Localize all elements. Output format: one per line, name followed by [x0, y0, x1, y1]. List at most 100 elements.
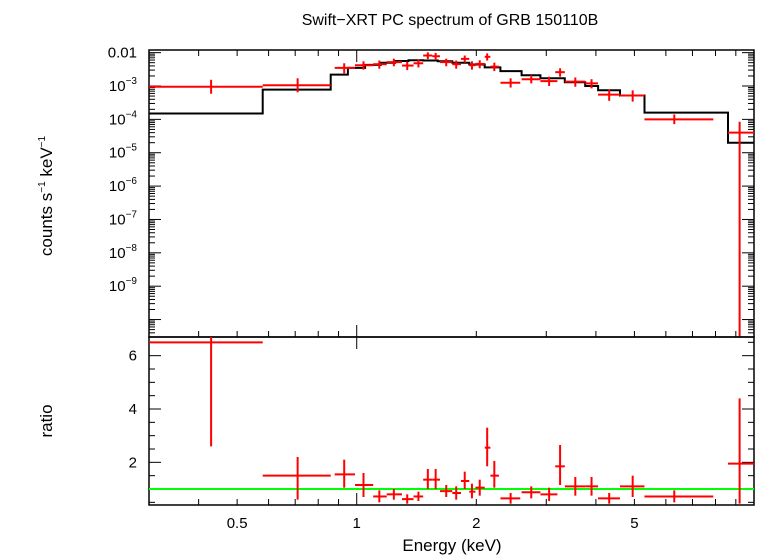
model-step-curve [149, 59, 754, 144]
top-data-points [149, 52, 754, 337]
top-y-tick-label-base: 10 [109, 78, 126, 95]
x-tick-label: 5 [630, 515, 638, 532]
ratio-point [439, 485, 453, 497]
top-y-tick-label: 10−7 [109, 209, 138, 228]
ratio-point [432, 469, 440, 489]
bottom-data-points [149, 337, 754, 504]
ratio-point [500, 493, 521, 504]
ratio-point [585, 477, 599, 496]
ratio-point [149, 337, 263, 447]
top-y-tick-label-base: 10 [109, 211, 126, 228]
ratio-point [452, 486, 461, 500]
ratio-point [475, 479, 485, 496]
top-panel-frame [148, 49, 755, 338]
top-y-tick-label-base: 0.01 [108, 45, 137, 62]
data-point [644, 114, 714, 125]
top-model-curve [149, 59, 754, 144]
top-y-tick-label: 10−4 [109, 109, 138, 128]
top-y-tick-label-base: 10 [109, 178, 126, 195]
ratio-point [334, 459, 355, 488]
x-tick-label: 2 [472, 515, 480, 532]
ratio-point [469, 483, 476, 499]
top-y-tick-label-exponent: −8 [126, 243, 138, 254]
data-point [585, 79, 599, 89]
top-x-axis-ticks [148, 50, 755, 337]
ratio-point [644, 490, 714, 503]
bottom-y-axis-label: ratio [37, 404, 56, 437]
x-tick-label: 0.5 [227, 515, 248, 532]
data-point [490, 62, 499, 72]
data-point [401, 61, 414, 71]
top-y-tick-label-base: 10 [109, 111, 126, 128]
data-point [386, 58, 402, 67]
top-y-tick-label: 10−8 [109, 243, 138, 262]
top-y-axis: 0.0110−310−410−510−610−710−810−9 [108, 45, 754, 338]
ratio-point [354, 473, 374, 497]
data-point [555, 68, 565, 77]
data-point [540, 76, 558, 87]
data-point [598, 89, 621, 101]
data-point [262, 78, 331, 93]
top-y-tick-label-exponent: −4 [126, 109, 138, 120]
data-point [149, 79, 263, 94]
ratio-point [521, 486, 541, 499]
data-point [484, 53, 491, 61]
ratio-point [484, 427, 491, 467]
data-point [564, 77, 586, 87]
data-point [469, 61, 476, 70]
data-point [452, 60, 461, 69]
top-y-tick-label-exponent: −5 [126, 143, 138, 154]
data-point [354, 61, 374, 70]
top-panel: 0.0110−310−410−510−610−710−810−9 counts … [37, 45, 755, 338]
bottom-panel-frame [148, 336, 755, 506]
bottom-panel: 2 4 6 0.5 1 2 5 ratio [37, 336, 755, 532]
ratio-point [373, 490, 387, 503]
top-y-tick-label-exponent: −3 [126, 76, 138, 87]
chart-title: Swift−XRT PC spectrum of GRB 150110B [302, 12, 599, 29]
top-y-tick-label: 10−5 [109, 143, 138, 162]
data-point [373, 60, 387, 69]
data-point [620, 90, 645, 102]
data-point [413, 59, 424, 68]
data-point [521, 75, 541, 84]
ratio-point [413, 491, 424, 501]
data-point [460, 55, 470, 63]
top-y-tick-label-base: 10 [109, 145, 126, 162]
top-y-tick-label-base: 10 [109, 278, 126, 295]
top-y-tick-label: 10−9 [109, 276, 138, 295]
data-point [334, 63, 355, 74]
ratio-point [423, 469, 433, 489]
data-point [500, 78, 521, 88]
ratio-point [460, 471, 470, 489]
bottom-x-axis: 0.5 1 2 5 [148, 337, 755, 532]
data-point [475, 60, 485, 69]
ratio-point [564, 477, 586, 496]
ratio-point [401, 494, 414, 504]
ratio-point [620, 475, 645, 497]
ratio-point [386, 489, 402, 500]
ratio-point [262, 457, 331, 500]
x-axis-label: Energy (keV) [402, 536, 501, 555]
ratio-point [540, 487, 558, 501]
ratio-point [598, 493, 621, 504]
top-y-axis-label: counts s−1 keV−1 [37, 135, 56, 256]
data-point [423, 52, 433, 60]
top-y-tick-label-base: 10 [109, 245, 126, 262]
ratio-point [555, 445, 565, 485]
ratio-point [490, 461, 499, 488]
top-y-tick-label: 10−6 [109, 176, 138, 195]
top-y-tick-label-exponent: −9 [126, 276, 138, 287]
bottom-y-tick-label: 2 [129, 454, 137, 471]
data-point [439, 58, 453, 67]
ratio-point [727, 398, 754, 504]
x-tick-label: 1 [353, 515, 361, 532]
data-point [432, 52, 440, 61]
data-point [727, 121, 754, 337]
bottom-y-tick-label: 4 [129, 401, 137, 418]
top-y-tick-label-exponent: −7 [126, 209, 138, 220]
bottom-y-axis: 2 4 6 [129, 341, 754, 503]
bottom-y-tick-label: 6 [129, 348, 137, 365]
top-y-tick-label: 0.01 [108, 45, 137, 62]
top-y-tick-label: 10−3 [109, 76, 138, 95]
